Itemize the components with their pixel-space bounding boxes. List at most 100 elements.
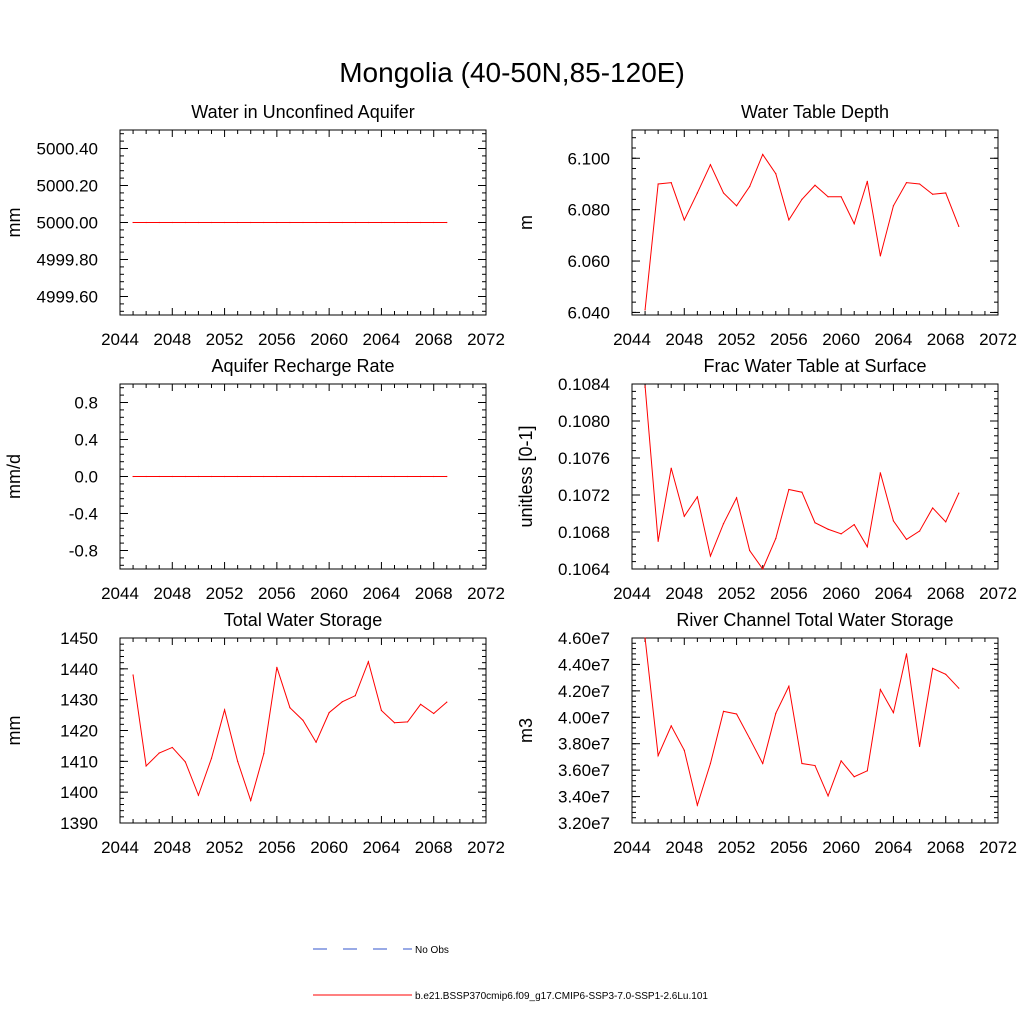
panel-3: Aquifer Recharge Rate mm/d 2044 2048 2052 205… [4,356,505,603]
data-point [367,475,369,478]
data-point [158,475,160,478]
x-tick-label: 2068 [415,584,453,603]
y-tick-label: 0.8 [74,394,98,413]
y-tick-label: 1430 [60,691,98,710]
data-point [210,757,213,759]
data-point [132,221,134,224]
panel-4: Frac Water Table at Surface unitless [0-1… [516,356,1017,603]
x-tick-label: 2052 [718,838,756,857]
data-point [892,520,895,522]
data-point [644,385,646,387]
data-point [932,667,934,669]
data-point [775,712,777,714]
data-point [145,765,147,767]
data-point [446,221,448,224]
data-point [814,764,816,767]
y-axis-label: mm [4,208,24,238]
x-tick-label: 2048 [665,838,703,857]
y-tick-label: 3.80e7 [558,735,610,754]
data-point [223,221,226,224]
data-point [210,475,213,478]
data-point [657,540,659,542]
panel-title: River Channel Total Water Storage [676,610,953,630]
data-point [354,475,356,478]
data-point [223,475,226,478]
y-tick-label: 3.40e7 [558,788,610,807]
data-point [250,221,252,224]
data-point [393,221,396,224]
y-axis-label: unitless [0-1] [516,425,536,527]
x-tick-label: 2048 [153,330,191,349]
legend: No Obs b.e21.BSSP370cmip6.f09_g17.CMIP6-… [313,945,708,1002]
panel-title: Water Table Depth [741,102,889,122]
data-point [762,568,764,570]
data-point [393,475,396,478]
data-point [237,221,239,224]
data-series-line [132,660,448,803]
y-tick-label: 1410 [60,752,98,771]
data-point [380,475,383,478]
y-tick-label: -0.4 [69,505,98,524]
data-point [263,221,265,224]
data-point [250,475,252,478]
data-point [341,701,343,703]
plot-frame [631,129,999,316]
y-tick-label: 0.1064 [558,560,610,579]
x-tick-label: 2048 [153,838,191,857]
data-point [184,475,186,478]
data-point [132,475,134,478]
data-point [158,752,160,754]
data-point [158,221,160,224]
y-tick-label: 1420 [60,722,98,741]
x-tick-label: 2056 [258,584,296,603]
x-tick-label: 2048 [665,584,703,603]
data-point [709,762,712,765]
x-tick-label: 2048 [665,330,703,349]
data-point [853,524,855,526]
y-axis-label: mm/d [4,454,24,499]
x-tick-label: 2052 [718,584,756,603]
data-point [827,528,829,530]
data-point [367,221,369,224]
data-point [171,475,173,478]
y-tick-label: 1440 [60,660,98,679]
y-tick-label: 0.1076 [558,449,610,468]
data-point [762,153,764,156]
data-point [905,538,908,541]
data-point [670,725,672,727]
data-point [879,472,881,474]
data-point [380,709,383,712]
data-point [328,712,330,714]
y-axis-label: mm [4,716,24,746]
data-point [237,760,239,762]
data-point [801,491,803,493]
data-point [315,475,317,478]
y-tick-label: 6.080 [567,201,610,220]
legend-model-label: b.e21.BSSP370cmip6.f09_g17.CMIP6-SSP3-7.… [415,991,708,1002]
data-point [289,475,291,478]
data-point [762,762,764,765]
data-point [184,761,186,763]
data-point [905,182,908,184]
x-tick-label: 2064 [875,330,913,349]
x-tick-label: 2056 [770,584,808,603]
data-point [250,799,252,802]
panel-title: Aquifer Recharge Rate [211,356,394,376]
data-point [840,533,842,535]
data-point [315,741,317,743]
data-point [420,703,422,705]
data-point [289,221,291,224]
y-tick-label: 4.00e7 [558,708,610,727]
x-tick-label: 2044 [613,838,651,857]
data-point [263,753,265,755]
data-point [932,193,934,195]
data-point [341,221,343,224]
data-point [958,687,960,689]
data-point [644,637,646,639]
data-point [683,219,685,221]
data-point [932,507,934,509]
x-tick-label: 2060 [310,838,348,857]
data-point [446,701,448,703]
data-point [302,475,304,478]
